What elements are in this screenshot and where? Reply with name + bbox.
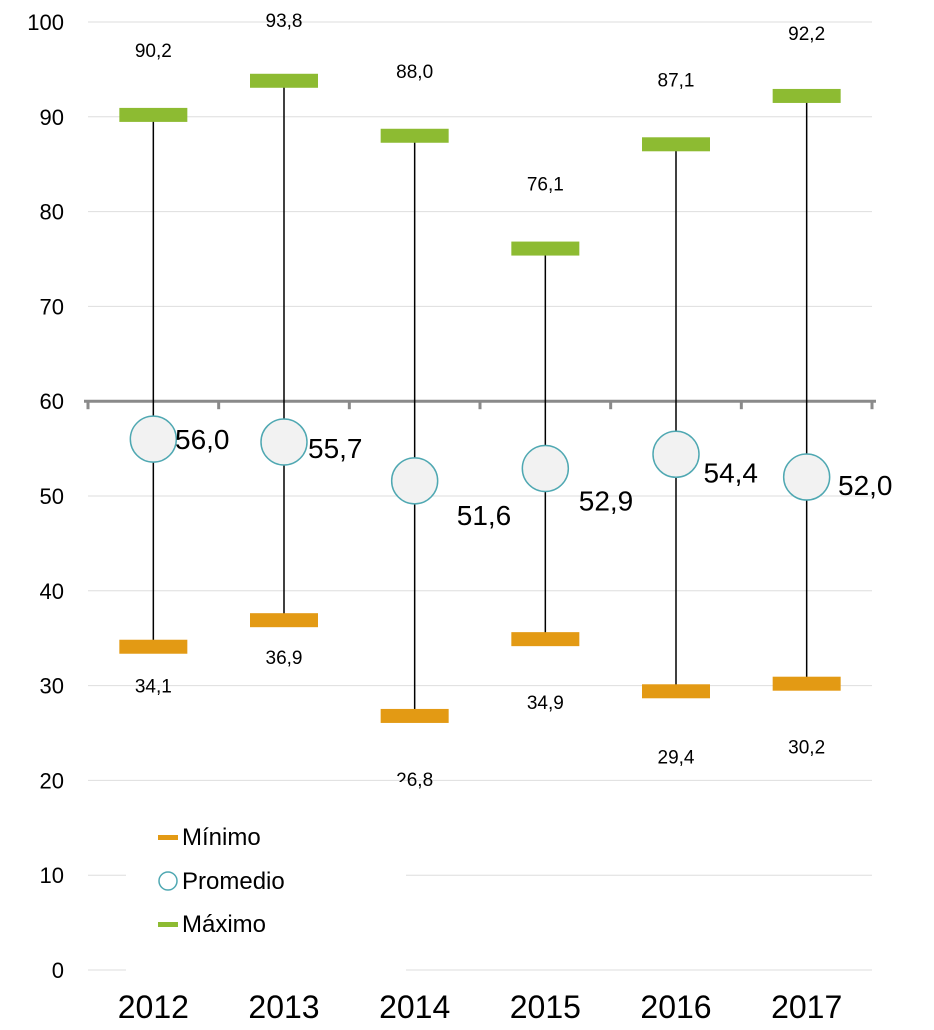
x-tick-2014: 2014: [379, 989, 450, 1025]
avg-mark-2012: [129, 415, 178, 463]
y-tick-10: 10: [40, 863, 64, 888]
legend-swatch-promedio: [158, 871, 178, 891]
max-label-2017: 92,2: [788, 24, 825, 45]
avg-mark-2014: [390, 457, 439, 505]
x-tick-2013: 2013: [248, 989, 319, 1025]
max-mark-2015: [511, 241, 580, 256]
legend-label-promedio: Promedio: [182, 868, 285, 895]
legend-swatch-maximo: [158, 922, 178, 927]
avg-mark-2015: [521, 444, 570, 493]
avg-mark-2013: [260, 418, 308, 466]
y-tick-20: 20: [40, 768, 64, 793]
y-tick-70: 70: [40, 294, 64, 319]
avg-label-2016: 54,4: [704, 457, 759, 488]
max-label-2013: 93,8: [266, 11, 303, 32]
y-tick-40: 40: [40, 579, 64, 604]
max-mark-2017: [772, 88, 841, 103]
min-mark-2016: [642, 684, 710, 699]
x-tick-2012: 2012: [118, 989, 189, 1025]
min-mark-2015: [511, 632, 580, 647]
min-mark-2012: [119, 639, 188, 654]
min-label-2016: 29,4: [658, 747, 695, 768]
max-label-2014: 88,0: [396, 62, 433, 83]
y-tick-30: 30: [40, 674, 64, 699]
x-tick-2015: 2015: [510, 989, 581, 1025]
avg-mark-2017: [782, 453, 831, 501]
legend-label-maximo: Máximo: [182, 911, 266, 938]
y-tick-100: 100: [27, 10, 64, 35]
avg-label-2012: 56,0: [175, 424, 230, 455]
min-mark-2014: [380, 708, 449, 723]
max-mark-2012: [119, 107, 188, 122]
min-label-2012: 34,1: [135, 677, 172, 698]
min-label-2013: 36,9: [266, 648, 303, 669]
y-tick-0: 0: [52, 958, 64, 983]
max-label-2012: 90,2: [135, 41, 172, 62]
max-mark-2016: [642, 137, 710, 152]
y-tick-80: 80: [40, 200, 64, 225]
y-tick-90: 90: [40, 105, 64, 130]
y-tick-60: 60: [40, 389, 64, 414]
y-tick-50: 50: [40, 484, 64, 509]
max-mark-2014: [380, 128, 449, 143]
x-tick-2017: 2017: [771, 989, 842, 1025]
legend: Mínimo Promedio Máximo: [126, 782, 406, 972]
y-axis-tick-labels: 0 10 20 30 40 50 60 70 80 90 100: [27, 10, 64, 983]
x-tick-2016: 2016: [640, 989, 711, 1025]
reference-line: [84, 399, 876, 410]
hi-lo-stems: [152, 80, 808, 716]
min-label-2015: 34,9: [527, 693, 564, 714]
max-label-2016: 87,1: [658, 70, 695, 91]
legend-label-minimo: Mínimo: [182, 824, 261, 851]
min-mark-2017: [772, 676, 841, 691]
min-label-2017: 30,2: [788, 738, 825, 759]
avg-mark-2016: [652, 430, 700, 479]
avg-label-2014: 51,6: [457, 500, 512, 531]
avg-label-2015: 52,9: [579, 486, 634, 517]
x-axis-tick-labels: 2012 2013 2014 2015 2016 2017: [118, 989, 843, 1025]
max-label-2015: 76,1: [527, 175, 564, 196]
min-mark-2013: [250, 613, 318, 628]
data-marks: [119, 73, 841, 723]
legend-swatch-minimo: [158, 835, 178, 840]
data-labels: 90,234,156,093,836,955,788,026,851,676,1…: [135, 11, 893, 791]
avg-label-2013: 55,7: [308, 433, 363, 464]
avg-label-2017: 52,0: [838, 470, 893, 501]
max-mark-2013: [250, 73, 318, 88]
